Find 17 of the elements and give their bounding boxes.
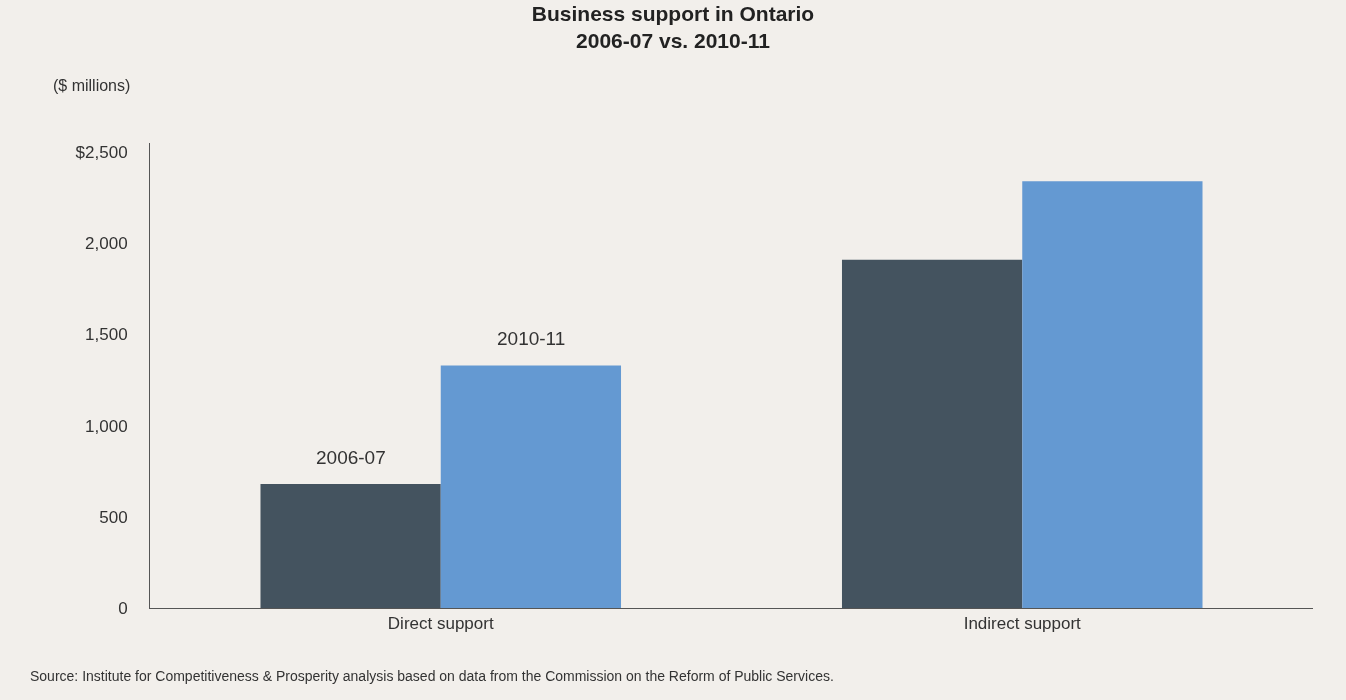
chart-title: Business support in Ontario 2006-07 vs. 2010-11 <box>531 2 815 53</box>
x-tick-label: Direct support <box>387 614 494 634</box>
bar <box>440 365 622 608</box>
source-note: Source: Institute for Competitiveness & Prosperity analysis based on data from the Commission on the Reform of Public Services. <box>30 668 834 684</box>
y-tick-label: 1,000 <box>85 416 128 436</box>
bar <box>1022 181 1203 608</box>
y-tick-label: 1,500 <box>85 325 128 345</box>
y-axis-title: ($ millions) <box>53 77 131 94</box>
x-tick-label: Indirect support <box>963 614 1082 634</box>
bar <box>841 259 1023 608</box>
y-tick-label: 0 <box>118 598 128 618</box>
y-tick-label: 500 <box>99 507 128 527</box>
series-label: 2010-11 <box>497 328 566 349</box>
series-label: 2006-07 <box>316 447 386 468</box>
bar <box>260 484 441 608</box>
y-tick-label: 2,000 <box>85 234 128 254</box>
y-tick-label: $2,500 <box>75 143 128 163</box>
